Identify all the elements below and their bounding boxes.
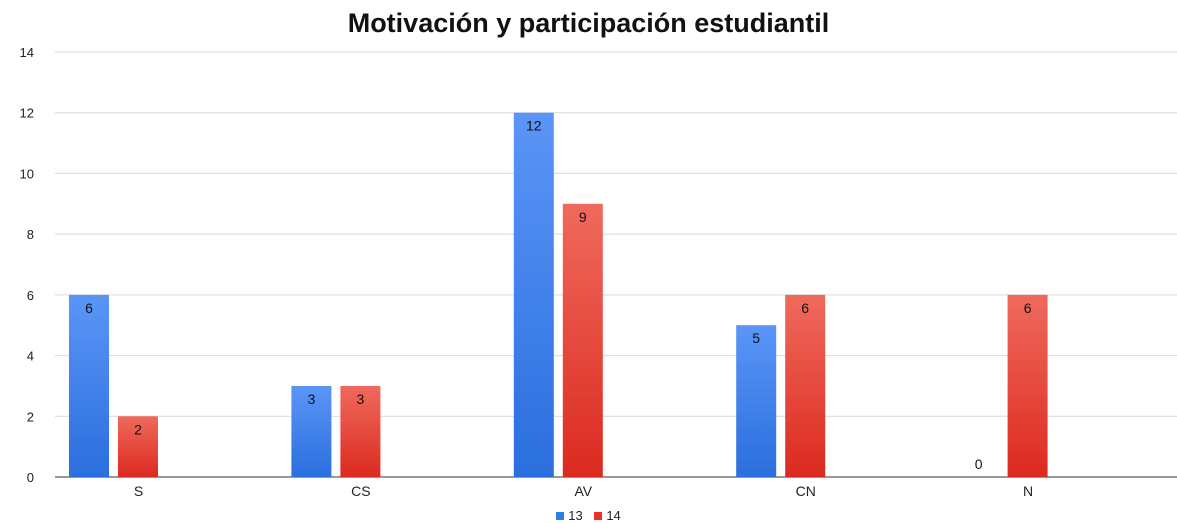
bar-av-series-1 — [513, 112, 554, 477]
bar-cs-series-2 — [340, 385, 381, 477]
data-label: 6 — [801, 300, 809, 316]
bar-av-series-2 — [562, 203, 603, 478]
x-tick-label: CN — [796, 483, 816, 499]
bar-s-series-1 — [69, 294, 109, 477]
y-tick-label: 10 — [20, 166, 34, 181]
y-tick-label: 8 — [27, 227, 34, 242]
data-label: 6 — [85, 300, 93, 316]
bar-n-series-2 — [1007, 294, 1048, 477]
y-tick-label: 14 — [20, 45, 34, 60]
y-tick-label: 12 — [20, 106, 34, 121]
legend: 13 14 — [0, 508, 1177, 523]
legend-label-series-1: 13 — [568, 508, 583, 523]
data-label: 0 — [975, 456, 983, 472]
data-label: 3 — [308, 391, 316, 407]
data-label: 12 — [526, 118, 542, 134]
bar-cn-series-1 — [736, 325, 777, 477]
data-label: 6 — [1024, 300, 1032, 316]
x-tick-label: N — [1023, 483, 1033, 499]
y-tick-label: 6 — [27, 288, 34, 303]
y-tick-label: 4 — [27, 349, 34, 364]
data-label: 5 — [752, 330, 760, 346]
x-tick-label: AV — [574, 483, 592, 499]
x-tick-label: CS — [351, 483, 370, 499]
legend-item-series-1: 13 — [556, 508, 583, 523]
bar-cs-series-1 — [291, 385, 332, 477]
data-label: 2 — [134, 421, 142, 437]
legend-swatch-series-1 — [556, 512, 565, 520]
legend-item-series-2: 14 — [594, 508, 621, 523]
x-tick-label: S — [134, 483, 143, 499]
legend-swatch-series-2 — [594, 512, 603, 520]
bar-s-series-2 — [118, 416, 158, 477]
data-label: 3 — [357, 391, 365, 407]
data-label: 9 — [579, 209, 587, 225]
y-tick-label: 2 — [27, 409, 34, 424]
y-tick-label: 0 — [27, 470, 34, 485]
chart-title: Motivación y participación estudiantil — [347, 8, 830, 38]
legend-label-series-2: 14 — [606, 508, 621, 523]
bar-cn-series-2 — [785, 294, 826, 477]
